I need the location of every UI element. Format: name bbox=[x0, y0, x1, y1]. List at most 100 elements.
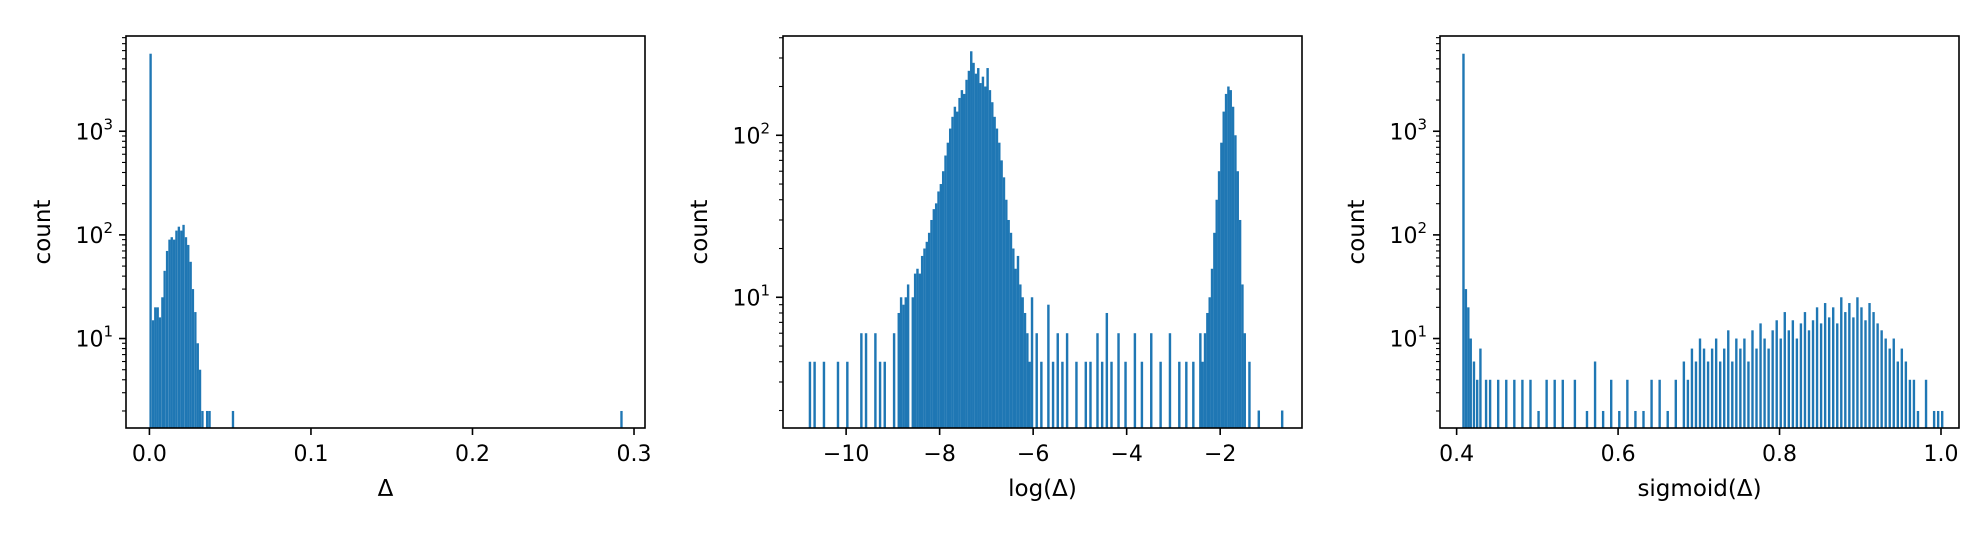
histogram-bar bbox=[1192, 361, 1195, 428]
histogram-bar bbox=[934, 203, 938, 428]
histogram-bar bbox=[1561, 379, 1564, 428]
histogram-bar bbox=[1844, 312, 1847, 428]
histogram-bar bbox=[1783, 312, 1786, 428]
histogram-bar bbox=[1852, 317, 1855, 428]
histogram-bar bbox=[1884, 338, 1887, 428]
histogram-panel-log-delta: −10 −8 −6 −4 −2 101 102 log(Δ) count bbox=[687, 35, 1303, 502]
histogram-bar bbox=[913, 273, 917, 428]
histogram-bar bbox=[1026, 333, 1029, 428]
histogram-bar bbox=[1900, 348, 1904, 428]
histogram-bar bbox=[182, 224, 185, 428]
histogram-bar bbox=[970, 51, 973, 429]
histogram-bar bbox=[165, 250, 169, 428]
histogram-bar bbox=[984, 86, 987, 428]
histogram-bar bbox=[1739, 348, 1742, 428]
histogram-bar bbox=[1706, 361, 1710, 428]
histogram-bar bbox=[1747, 361, 1750, 428]
histogram-bar bbox=[1238, 219, 1242, 428]
histogram-bar bbox=[1484, 379, 1488, 428]
histogram-bar bbox=[1880, 330, 1883, 428]
histogram-bar bbox=[963, 93, 966, 429]
histogram-bar bbox=[956, 111, 959, 428]
histogram-bar bbox=[191, 289, 195, 428]
histogram-bar bbox=[1836, 323, 1839, 428]
histogram-bar bbox=[972, 62, 975, 428]
y-tick-label: 103 bbox=[1389, 115, 1427, 145]
x-tick-label: −2 bbox=[1204, 442, 1236, 467]
histogram-bar bbox=[1714, 338, 1718, 428]
histogram-bar bbox=[1896, 361, 1899, 428]
histogram-bar bbox=[846, 361, 849, 428]
histogram-bar bbox=[808, 361, 812, 428]
histogram-bar bbox=[944, 155, 947, 428]
histogram-bar bbox=[1553, 379, 1556, 428]
x-axis-label: Δ bbox=[378, 476, 394, 502]
histogram-bar bbox=[937, 191, 940, 428]
histogram-bar bbox=[1035, 333, 1038, 428]
histogram-bar bbox=[161, 297, 164, 428]
histogram-bar bbox=[1496, 379, 1500, 428]
histogram-bar bbox=[208, 410, 211, 428]
x-tick-label: 0.0 bbox=[132, 442, 167, 467]
histogram-bar bbox=[1634, 410, 1637, 428]
histogram-bar bbox=[620, 410, 623, 428]
histogram-bar bbox=[1224, 93, 1228, 429]
histogram-bar bbox=[1185, 361, 1188, 428]
histogram-bar bbox=[180, 230, 183, 428]
histogram-bar bbox=[1150, 333, 1153, 428]
histogram-bar bbox=[979, 83, 982, 428]
histogram-bar bbox=[163, 270, 166, 428]
axes-frame bbox=[1439, 35, 1960, 429]
histogram-bar bbox=[1280, 410, 1284, 428]
histogram-bar bbox=[902, 304, 905, 428]
bars-group bbox=[1462, 53, 1944, 429]
histogram-bar bbox=[1105, 312, 1109, 428]
histogram-bar bbox=[1227, 86, 1230, 428]
histogram-bar bbox=[953, 106, 957, 428]
histogram-bar bbox=[149, 53, 152, 429]
histogram-bar bbox=[1686, 379, 1690, 428]
histogram-bar bbox=[1751, 330, 1754, 428]
histogram-bar bbox=[1872, 312, 1875, 428]
histogram-bar bbox=[958, 97, 961, 428]
ticks-group: −10 −8 −6 −4 −2 101 102 bbox=[732, 37, 1236, 467]
y-tick-label: 102 bbox=[732, 119, 770, 149]
histogram-bar bbox=[1892, 338, 1895, 428]
x-tick-label: −4 bbox=[1110, 442, 1142, 467]
histogram-bar bbox=[1626, 379, 1629, 428]
bars-group bbox=[149, 53, 623, 429]
histogram-bar bbox=[1936, 410, 1940, 428]
histogram-bar bbox=[151, 320, 155, 428]
histogram-bar bbox=[1767, 348, 1770, 428]
histogram-bar bbox=[822, 361, 826, 428]
histogram-bar bbox=[1795, 338, 1799, 428]
histogram-bar bbox=[1203, 333, 1207, 428]
histogram-bar bbox=[948, 128, 952, 428]
histogram-bar bbox=[977, 68, 980, 429]
histogram-bar bbox=[1236, 171, 1239, 428]
histogram-bar bbox=[201, 410, 204, 428]
histogram-bar bbox=[1012, 248, 1015, 428]
histogram-bar bbox=[184, 237, 188, 428]
y-tick-label: 103 bbox=[75, 115, 113, 145]
histogram-bar bbox=[1061, 361, 1064, 428]
histogram-bar bbox=[960, 90, 964, 429]
histogram-bar bbox=[1199, 333, 1202, 428]
histogram-bar bbox=[1803, 312, 1807, 428]
histogram-bar bbox=[993, 116, 996, 428]
histogram-bar bbox=[1610, 379, 1613, 428]
histogram-bar bbox=[177, 226, 181, 428]
histogram-bar bbox=[1601, 410, 1605, 428]
histogram-bar bbox=[173, 239, 176, 428]
histogram-bar bbox=[836, 361, 840, 428]
histogram-bar bbox=[154, 307, 157, 428]
histogram-bar bbox=[1243, 333, 1246, 428]
histogram-bar bbox=[175, 230, 178, 428]
histogram-bar bbox=[1133, 333, 1137, 428]
histogram-bar bbox=[1908, 379, 1912, 428]
histogram-bar bbox=[941, 171, 945, 428]
histogram-bar bbox=[1464, 289, 1468, 428]
histogram-bar bbox=[1201, 361, 1204, 428]
histogram-bar bbox=[911, 297, 915, 428]
y-tick-label: 102 bbox=[75, 219, 113, 249]
